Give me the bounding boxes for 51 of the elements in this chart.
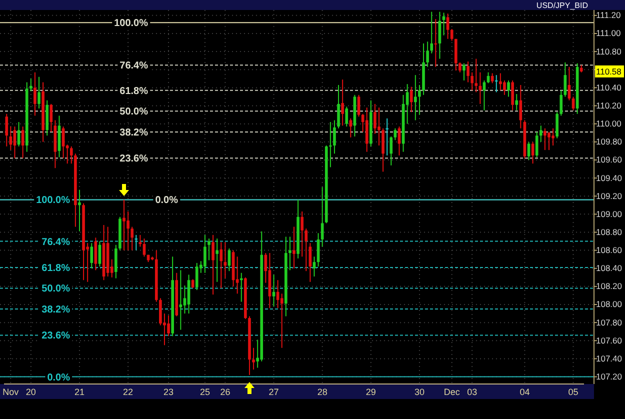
annotation: 0.0% [47, 372, 70, 384]
y-tick-label: 109.40 [596, 172, 622, 183]
x-tick-label: 28 [317, 387, 328, 398]
x-tick-label: 05 [568, 387, 578, 398]
y-tick-label: 111.20 [596, 10, 622, 20]
x-tick-label: 04 [520, 387, 530, 398]
x-tick-label: 03 [467, 387, 478, 398]
y-tick-label: 111.00 [596, 28, 622, 38]
y-tick-label: 107.60 [596, 335, 622, 346]
x-tick-label: 23 [164, 387, 174, 398]
annotation: 100.0% [36, 195, 70, 206]
y-tick-label: 108.40 [596, 263, 622, 274]
annotation: 38.2% [120, 127, 148, 138]
y-tick-label: 108.00 [596, 299, 622, 310]
text: 110.58 [596, 66, 622, 76]
y-tick-label: 109.60 [596, 154, 622, 165]
annotation: 76.4% [120, 60, 148, 72]
annotation: 50.0% [120, 106, 148, 118]
y-tick-label: 109.80 [596, 136, 622, 147]
annotation: 50.0% [42, 284, 70, 295]
x-tick-label: 20 [26, 387, 36, 398]
y-tick-label: 108.60 [596, 245, 622, 256]
chart-title: USD/JPY_BID [536, 1, 588, 10]
y-tick-label: 107.80 [596, 317, 622, 328]
y-tick-label: 108.80 [596, 226, 622, 237]
annotation: 0.0% [155, 195, 178, 206]
y-tick-label: 110.20 [596, 100, 622, 110]
annotation: 61.8% [120, 86, 148, 97]
x-tick-label: 25 [200, 387, 210, 398]
y-tick-label: 110.00 [596, 118, 622, 129]
y-tick-label: 110.80 [596, 46, 622, 56]
x-tick-label: 29 [366, 387, 376, 398]
annotation: 76.4% [42, 236, 70, 248]
x-tick-label: 27 [268, 387, 279, 398]
x-tick-label: 21 [74, 387, 84, 398]
x-tick-label: 22 [123, 387, 134, 398]
y-tick-label: 107.40 [596, 353, 622, 364]
y-tick-label: 107.20 [596, 371, 622, 382]
x-tick-label: Dec [444, 387, 460, 398]
x-tick-label: 30 [414, 387, 424, 398]
y-tick-label: 108.20 [596, 281, 622, 292]
y-tick-label: 110.40 [596, 82, 622, 92]
x-tick-label: 26 [220, 387, 230, 398]
annotation: 23.6% [42, 330, 70, 342]
annotation: 23.6% [120, 154, 148, 165]
annotation: 38.2% [42, 304, 70, 316]
annotation: 100.0% [114, 18, 148, 30]
x-tick-label: Nov [2, 387, 20, 398]
y-tick-label: 109.20 [596, 190, 622, 201]
y-tick-label: 109.00 [596, 208, 622, 219]
annotation: 61.8% [42, 262, 70, 274]
